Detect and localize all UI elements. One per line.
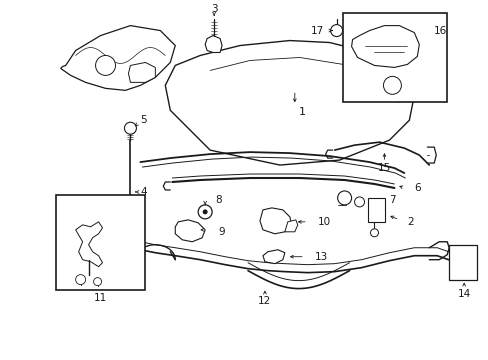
Polygon shape bbox=[351, 26, 419, 67]
Text: 13: 13 bbox=[314, 252, 327, 262]
Circle shape bbox=[202, 210, 207, 214]
Circle shape bbox=[198, 205, 212, 219]
Text: 3: 3 bbox=[210, 4, 217, 14]
Polygon shape bbox=[61, 26, 175, 90]
Text: 10: 10 bbox=[317, 217, 330, 227]
Circle shape bbox=[93, 278, 102, 285]
Polygon shape bbox=[263, 250, 285, 264]
Text: 6: 6 bbox=[413, 183, 420, 193]
Text: 1: 1 bbox=[299, 107, 305, 117]
Circle shape bbox=[330, 24, 342, 37]
Polygon shape bbox=[165, 41, 413, 165]
Text: 11: 11 bbox=[94, 293, 107, 302]
Text: 2: 2 bbox=[407, 217, 413, 227]
Circle shape bbox=[95, 55, 115, 75]
Bar bbox=[367, 198, 385, 222]
Text: 16: 16 bbox=[433, 26, 447, 36]
Circle shape bbox=[76, 275, 85, 285]
Text: 4: 4 bbox=[140, 187, 147, 197]
Text: 17: 17 bbox=[310, 26, 323, 36]
Text: 5: 5 bbox=[140, 115, 147, 125]
Text: 14: 14 bbox=[457, 289, 470, 298]
Circle shape bbox=[337, 191, 351, 205]
Polygon shape bbox=[76, 222, 102, 267]
Polygon shape bbox=[260, 208, 291, 234]
Circle shape bbox=[124, 122, 136, 134]
Text: 8: 8 bbox=[215, 195, 221, 205]
Text: 7: 7 bbox=[388, 195, 395, 205]
Polygon shape bbox=[175, 220, 205, 242]
Circle shape bbox=[383, 76, 401, 94]
Bar bbox=[448, 245, 476, 280]
Circle shape bbox=[354, 197, 364, 207]
Polygon shape bbox=[128, 62, 155, 82]
Bar bbox=[342, 13, 447, 102]
Bar bbox=[56, 195, 145, 289]
Circle shape bbox=[370, 229, 378, 237]
Text: 9: 9 bbox=[218, 227, 224, 237]
Polygon shape bbox=[205, 36, 222, 53]
Text: 15: 15 bbox=[377, 163, 390, 173]
Text: 12: 12 bbox=[258, 296, 271, 306]
Polygon shape bbox=[285, 220, 297, 232]
